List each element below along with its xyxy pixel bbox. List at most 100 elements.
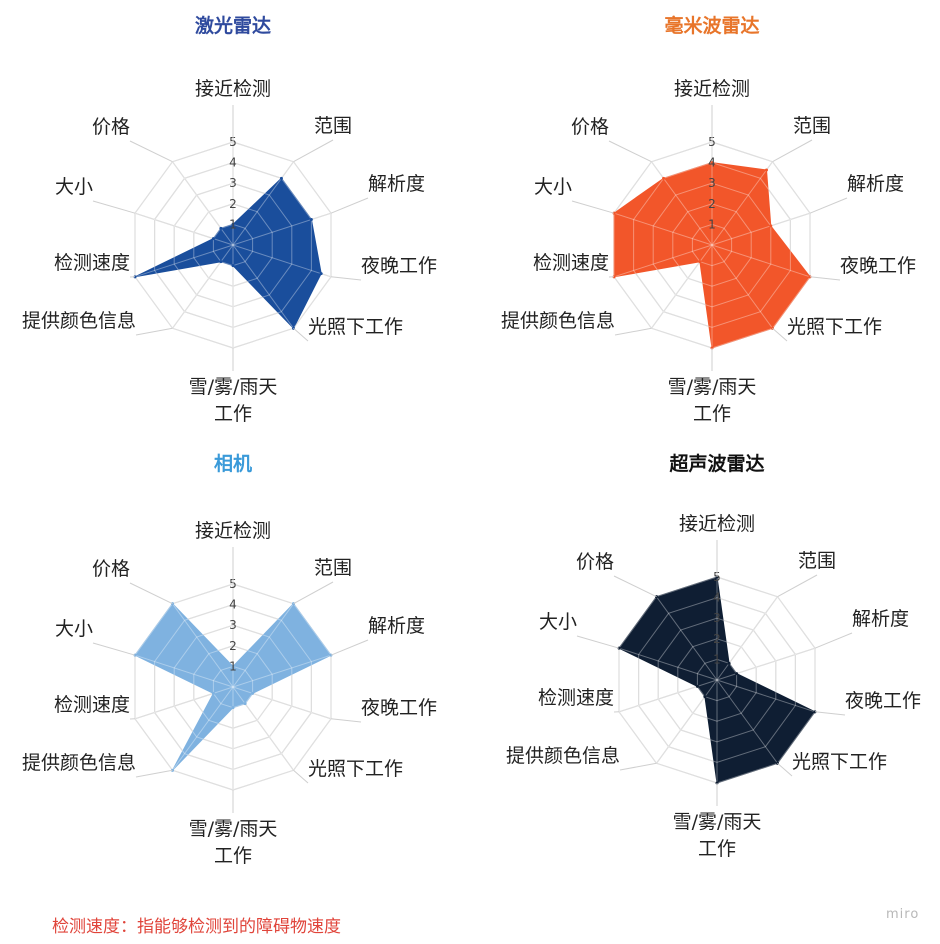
data-point (710, 161, 714, 165)
grid-spoke-overlay (716, 679, 778, 764)
grid-spoke-overlay (716, 679, 816, 713)
data-point (279, 176, 283, 180)
grid-ring-overlay (638, 597, 796, 763)
axis-label: 雪/雾/雨天工作 (189, 376, 278, 425)
grid-spoke-overlay (232, 654, 332, 688)
grid-spoke-overlay (651, 161, 713, 246)
tick-label: 1 (708, 217, 716, 231)
axis-label: 解析度 (852, 608, 909, 630)
grid-spoke-overlay (656, 679, 718, 764)
label-leader (293, 581, 334, 605)
chart-title: 相机 (214, 453, 252, 475)
axis-label: 提供颜色信息 (506, 745, 620, 767)
label-leader (809, 197, 848, 214)
label-leader (330, 718, 362, 723)
data-point (695, 684, 699, 688)
axis-label: 检测速度 (533, 252, 609, 274)
grid-spoke-overlay (172, 161, 234, 246)
grid-spoke-overlay (232, 686, 294, 771)
label-leader (135, 327, 173, 336)
label-leader (772, 139, 813, 163)
axis-label: 接近检测 (195, 78, 271, 100)
axis-label: 价格 (576, 551, 614, 573)
grid-spoke-overlay (134, 244, 234, 278)
label-leader (814, 632, 853, 649)
axis-label: 接近检测 (195, 520, 271, 542)
data-point (735, 672, 739, 676)
axis-label: 价格 (92, 116, 130, 138)
tick-label: 2 (229, 639, 237, 653)
axis-label: 价格 (571, 116, 609, 138)
label-leader (777, 762, 793, 777)
label-leader (330, 276, 362, 281)
data-point (319, 272, 323, 276)
grid-spoke-overlay (716, 647, 816, 681)
data-point (133, 653, 137, 657)
axis-label: 解析度 (368, 173, 425, 195)
axis-label: 范围 (793, 115, 831, 137)
tick-label: 4 (713, 591, 721, 605)
tick-label: 1 (229, 659, 237, 673)
tick-label: 3 (229, 176, 237, 190)
tick-label: 3 (713, 611, 721, 625)
axis-label: 夜晚工作 (361, 697, 437, 719)
grid-spoke-overlay (232, 161, 294, 246)
axis-label: 雪/雾/雨天工作 (189, 818, 278, 867)
axis-label: 接近检测 (679, 513, 755, 535)
axis-label: 范围 (314, 557, 352, 579)
chart-title: 超声波雷达 (668, 452, 764, 475)
grid-ring-overlay (657, 617, 777, 743)
grid-ring-overlay (154, 162, 312, 328)
grid-spoke-overlay (134, 654, 234, 688)
grid-spoke-overlay (232, 244, 294, 329)
axis-label: 夜晚工作 (361, 255, 437, 277)
tick-label: 1 (229, 217, 237, 231)
axis-label: 光照下工作 (792, 751, 887, 773)
axis-label: 大小 (539, 611, 577, 633)
axis-label: 大小 (55, 176, 93, 198)
data-point (211, 691, 215, 695)
label-leader (814, 711, 846, 716)
data-point (243, 702, 247, 706)
grid-spoke-overlay (134, 686, 234, 720)
data-point (231, 222, 235, 226)
tick-label: 2 (713, 632, 721, 646)
axis-label: 提供颜色信息 (501, 310, 615, 332)
grid-spoke-overlay (711, 244, 773, 329)
label-leader (571, 200, 615, 214)
label-leader (129, 582, 173, 605)
label-leader (293, 139, 334, 163)
tick-label: 4 (229, 598, 237, 612)
grid-ring-overlay (193, 645, 273, 729)
grid-ring-overlay (154, 604, 312, 770)
chart-title: 激光雷达 (195, 14, 271, 37)
axis-label: 光照下工作 (308, 758, 403, 780)
grid-spoke-overlay (711, 161, 773, 246)
label-leader (619, 762, 657, 771)
grid-ring-overlay (696, 658, 738, 702)
axis-label: 提供颜色信息 (22, 752, 136, 774)
data-point (662, 176, 666, 180)
label-leader (809, 276, 841, 281)
grid-ring-overlay (173, 624, 293, 750)
data-point (698, 260, 702, 264)
tick-label: 3 (229, 618, 237, 632)
tick-label: 3 (708, 176, 716, 190)
axis-label: 夜晚工作 (840, 255, 916, 277)
axis-label: 解析度 (847, 173, 904, 195)
grid-ring-overlay (672, 203, 752, 287)
grid-spoke-overlay (613, 212, 713, 246)
tick-label: 4 (708, 156, 716, 170)
axis-label: 接近检测 (674, 78, 750, 100)
grid-spoke-overlay (656, 596, 718, 681)
axis-label: 夜晚工作 (845, 690, 921, 712)
grid-ring-overlay (173, 182, 293, 308)
data-point (133, 275, 137, 279)
grid-spoke-overlay (711, 212, 811, 246)
grid-spoke-overlay (711, 244, 811, 278)
grid-spoke-overlay (172, 603, 234, 688)
label-leader (608, 140, 652, 163)
grid-spoke-overlay (232, 212, 332, 246)
miro-watermark: miro (886, 907, 920, 922)
